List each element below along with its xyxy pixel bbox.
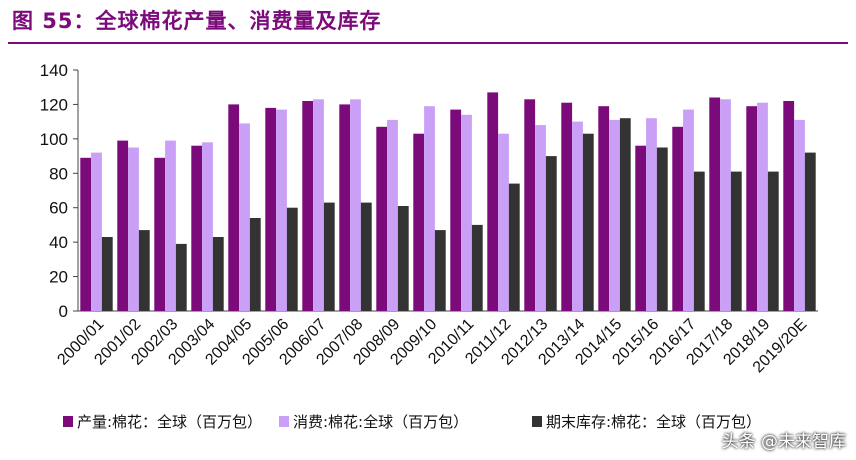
bar-consumption bbox=[720, 99, 731, 311]
y-tick-label: 60 bbox=[49, 199, 68, 218]
bar-ending-stock bbox=[471, 224, 483, 311]
bar-ending-stock bbox=[286, 207, 298, 311]
bar-production bbox=[635, 145, 647, 311]
bar-consumption bbox=[387, 119, 398, 312]
bar-ending-stock bbox=[693, 171, 705, 311]
bar-production bbox=[561, 102, 573, 311]
watermark: 头条 @未来智库 bbox=[721, 432, 846, 452]
legend-label: 产量:棉花：全球（百万包） bbox=[77, 413, 262, 431]
bar-consumption bbox=[498, 133, 509, 311]
bar-production bbox=[339, 104, 351, 312]
bar-production bbox=[487, 92, 499, 312]
bar-consumption bbox=[424, 106, 435, 311]
bar-consumption bbox=[350, 99, 361, 311]
bar-ending-stock bbox=[212, 237, 224, 311]
bar-ending-stock bbox=[545, 156, 557, 311]
bar-ending-stock bbox=[175, 243, 187, 311]
bar-consumption bbox=[609, 119, 620, 312]
chart-title: 图 55：全球棉花产量、消费量及库存 bbox=[12, 9, 382, 33]
bar-ending-stock bbox=[360, 202, 372, 311]
y-tick-label: 120 bbox=[40, 95, 68, 114]
bar-production bbox=[598, 106, 610, 311]
bar-consumption bbox=[757, 102, 768, 311]
bar-production bbox=[783, 101, 795, 311]
bar-consumption bbox=[202, 142, 213, 311]
bar-consumption bbox=[461, 114, 472, 311]
y-tick-label: 140 bbox=[40, 61, 68, 80]
bar-production bbox=[117, 140, 129, 311]
bar-consumption bbox=[646, 118, 657, 311]
legend-swatch bbox=[532, 416, 542, 427]
legend-label: 消费:棉花:全球（百万包） bbox=[293, 413, 468, 431]
bar-production bbox=[228, 104, 240, 312]
bar-production bbox=[265, 107, 277, 312]
y-tick-label: 0 bbox=[59, 302, 68, 321]
bar-consumption bbox=[572, 121, 583, 311]
legend-label: 期末库存:棉花：全球（百万包） bbox=[546, 413, 761, 431]
bar-production bbox=[191, 145, 203, 311]
bar-ending-stock bbox=[804, 152, 816, 311]
bar-production bbox=[80, 157, 92, 311]
bar-ending-stock bbox=[323, 202, 335, 311]
bar-ending-stock bbox=[397, 206, 409, 311]
legend-swatch bbox=[279, 416, 289, 427]
bar-ending-stock bbox=[619, 118, 631, 311]
y-tick-label: 40 bbox=[49, 233, 68, 252]
title-divider bbox=[8, 42, 848, 44]
bar-consumption bbox=[535, 125, 546, 311]
bar-production bbox=[302, 101, 314, 311]
bar-ending-stock bbox=[656, 147, 668, 311]
bar-ending-stock bbox=[767, 171, 779, 311]
bar-consumption bbox=[313, 99, 324, 311]
bar-consumption bbox=[91, 152, 102, 311]
bar-production bbox=[524, 99, 536, 311]
bar-consumption bbox=[276, 109, 287, 311]
bar-production bbox=[154, 157, 166, 311]
bar-ending-stock bbox=[730, 171, 742, 311]
y-tick-label: 100 bbox=[40, 130, 68, 149]
bar-consumption bbox=[128, 147, 139, 311]
bar-ending-stock bbox=[582, 133, 594, 311]
bar-consumption bbox=[239, 123, 250, 312]
bar-production bbox=[450, 109, 462, 311]
y-tick-label: 20 bbox=[49, 268, 68, 287]
bar-production bbox=[376, 126, 388, 311]
bar-consumption bbox=[794, 119, 805, 312]
bar-production bbox=[672, 126, 684, 311]
legend-swatch bbox=[63, 416, 73, 427]
bar-ending-stock bbox=[138, 230, 150, 311]
bar-ending-stock bbox=[101, 237, 113, 311]
bar-consumption bbox=[165, 140, 176, 311]
bar-production bbox=[709, 97, 721, 311]
y-tick-label: 80 bbox=[49, 164, 68, 183]
bar-ending-stock bbox=[508, 183, 520, 311]
bar-ending-stock bbox=[434, 230, 446, 311]
bar-consumption bbox=[683, 109, 694, 311]
bar-production bbox=[413, 133, 425, 311]
bar-production bbox=[746, 106, 758, 311]
bar-ending-stock bbox=[249, 218, 261, 311]
